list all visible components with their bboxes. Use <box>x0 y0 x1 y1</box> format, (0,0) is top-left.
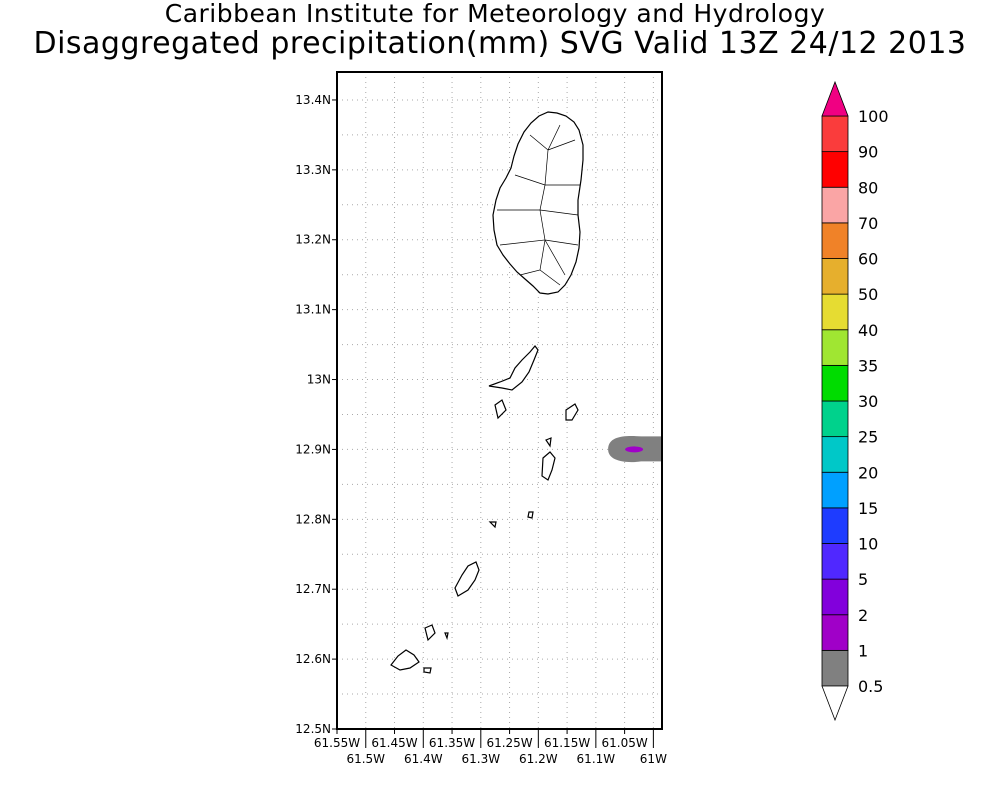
island-small-5 <box>444 632 449 641</box>
st-vincent-watersheds <box>497 124 580 286</box>
colorbar-segment <box>821 436 849 473</box>
x-tick-label: 61.4W <box>404 752 443 766</box>
axes: 61.55W 61.5W 61.45W 61.4W 61.35W 61.3W 61.25W 6… <box>295 93 667 766</box>
colorbar-segment <box>821 364 849 402</box>
island-st-vincent <box>492 111 584 295</box>
y-tick-label: 12.5N <box>295 722 331 736</box>
map-frame <box>336 71 663 730</box>
y-tick-label: 13N <box>307 373 331 387</box>
colorbar-segment <box>821 471 849 509</box>
colorbar-label: 0.5 <box>858 677 883 696</box>
x-tick-label: 61.55W <box>314 736 360 750</box>
colorbar-label: 70 <box>858 214 878 233</box>
island-small-3 <box>488 521 497 529</box>
colorbar-segment <box>821 649 849 687</box>
y-tick-label: 12.8N <box>295 512 331 526</box>
colorbar-segment <box>821 222 849 259</box>
colorbar-label: 40 <box>858 321 878 340</box>
colorbar-label: 15 <box>858 499 878 518</box>
colorbar-label: 60 <box>858 250 878 269</box>
colorbar-segment <box>821 115 849 153</box>
colorbar-segment <box>821 186 849 224</box>
island-small-6 <box>423 667 432 674</box>
island-small-1 <box>494 399 507 420</box>
x-tick-label: 61.2W <box>519 752 558 766</box>
colorbar-segment <box>821 329 849 366</box>
colorbar-segment <box>821 578 849 616</box>
colorbar-label: 80 <box>858 178 878 197</box>
x-tick-label: 61.25W <box>486 736 532 750</box>
x-tick-label: 61.45W <box>371 736 417 750</box>
island-mustique <box>565 403 579 421</box>
x-tick-label: 61W <box>640 752 667 766</box>
island-canouan <box>541 451 556 481</box>
rain-core <box>625 446 644 453</box>
colorbar-segment <box>821 258 849 295</box>
chart-subtitle: Disaggregated precipitation(mm) SVG Vali… <box>33 26 967 61</box>
colorbar-label: 90 <box>858 143 878 162</box>
precipitation-layer <box>608 436 662 463</box>
island-small-2 <box>545 437 552 448</box>
colorbar-segment <box>821 151 849 188</box>
island-carriacou <box>390 649 420 671</box>
y-tick-label: 13.2N <box>295 233 331 247</box>
y-tick-label: 13.4N <box>295 93 331 107</box>
x-tick-label: 61.3W <box>462 752 501 766</box>
colorbar-label: 1 <box>858 641 868 660</box>
y-tick-label: 13.1N <box>295 303 331 317</box>
colorbar-segment <box>821 614 849 651</box>
colorbar-label: 30 <box>858 392 878 411</box>
colorbar-label: 20 <box>858 463 878 482</box>
colorbar-under-triangle <box>821 685 849 722</box>
x-tick-label: 61.1W <box>577 752 616 766</box>
island-bequia <box>488 345 539 391</box>
colorbar-segment <box>821 543 849 580</box>
colorbar-label: 50 <box>858 285 878 304</box>
colorbar-segment <box>821 507 849 544</box>
y-tick-label: 12.6N <box>295 652 331 666</box>
colorbar-segment <box>821 400 849 438</box>
colorbar-label: 10 <box>858 535 878 554</box>
coastlines <box>390 111 584 674</box>
colorbar-label: 100 <box>858 107 889 126</box>
colorbar-label: 35 <box>858 356 878 375</box>
gridlines <box>337 72 662 729</box>
colorbar-label: 2 <box>858 606 868 625</box>
y-tick-label: 12.9N <box>295 442 331 456</box>
colorbar-label: 25 <box>858 428 878 447</box>
x-tick-label: 61.35W <box>429 736 475 750</box>
x-tick-label: 61.05W <box>602 736 648 750</box>
colorbar-segment <box>821 293 849 331</box>
chart-title: Caribbean Institute for Meteorology and … <box>164 0 826 28</box>
x-tick-label: 61.5W <box>346 752 385 766</box>
island-mayreau <box>527 511 534 519</box>
colorbar-over-triangle <box>821 80 849 117</box>
island-union <box>454 561 480 597</box>
x-tick-label: 61.15W <box>544 736 590 750</box>
colorbar-label: 5 <box>858 570 868 589</box>
y-tick-label: 12.7N <box>295 582 331 596</box>
island-small-4 <box>424 624 436 642</box>
y-tick-label: 13.3N <box>295 163 331 177</box>
